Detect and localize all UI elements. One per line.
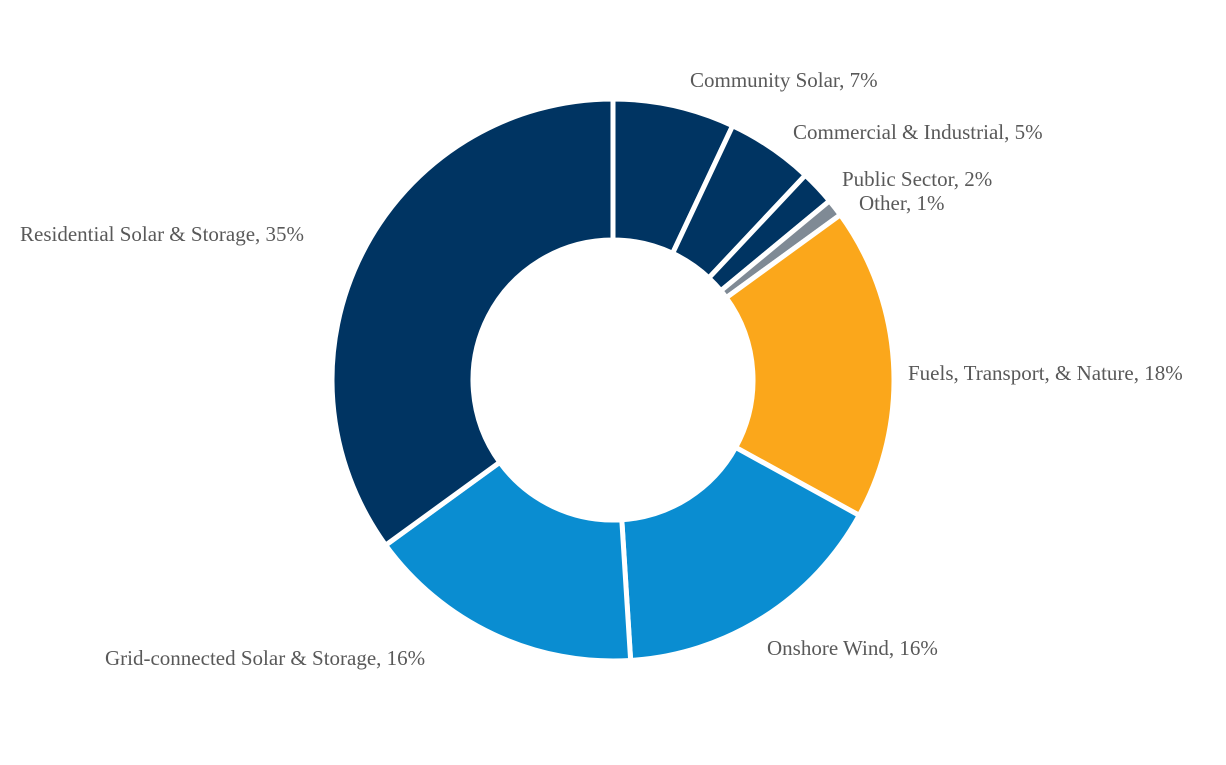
label-residential-solar-storage: Residential Solar & Storage, 35% bbox=[20, 222, 304, 246]
slice-labels: Community Solar, 7% Commercial & Industri… bbox=[20, 68, 1183, 670]
donut-slices bbox=[329, 96, 897, 664]
slice-onshore-wind bbox=[619, 444, 863, 664]
slice-fuels bbox=[722, 211, 897, 519]
label-grid-connected-solar-storage: Grid-connected Solar & Storage, 16% bbox=[105, 646, 425, 670]
slice-grid-connected-solar-storage bbox=[382, 458, 634, 664]
label-onshore-wind: Onshore Wind, 16% bbox=[767, 636, 938, 660]
label-commercial-industrial: Commercial & Industrial, 5% bbox=[793, 120, 1043, 144]
label-other: Other, 1% bbox=[859, 191, 944, 215]
label-fuels: Fuels, Transport, & Nature, 18% bbox=[908, 361, 1183, 385]
label-public-sector: Public Sector, 2% bbox=[842, 167, 992, 191]
slice-residential-solar-storage bbox=[329, 96, 616, 549]
label-community-solar: Community Solar, 7% bbox=[690, 68, 878, 92]
